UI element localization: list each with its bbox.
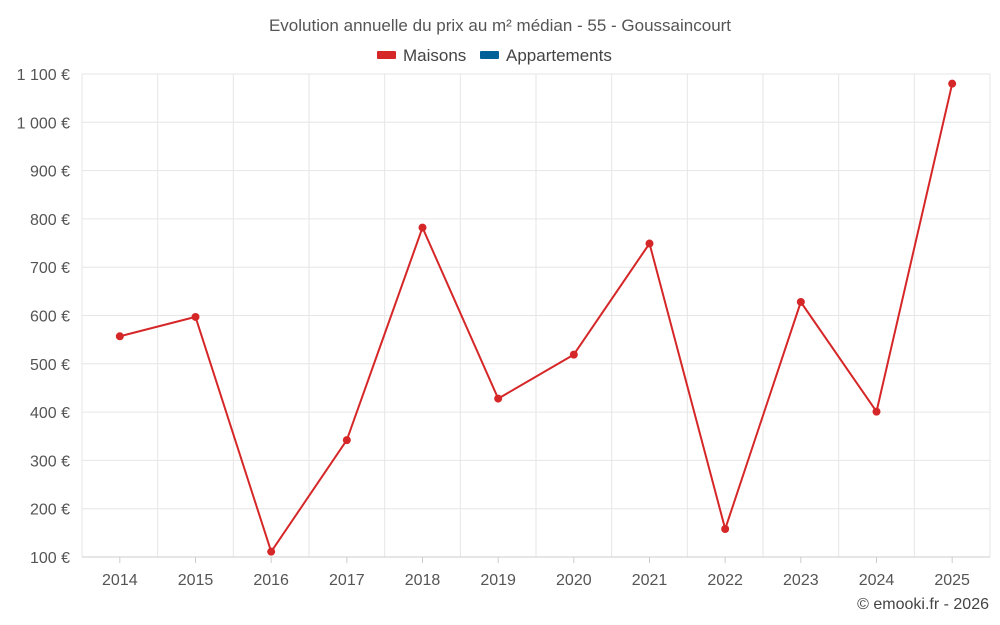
y-tick-label: 800 € (30, 212, 70, 229)
data-point-2014[interactable] (115, 332, 124, 341)
data-point-2017[interactable] (342, 436, 351, 445)
series-line-maisons (118, 82, 954, 553)
x-axis: 2014 2015 2016 2017 2018 2019 2020 2021 2022 2023… (82, 556, 990, 589)
y-tick-label: 1 100 € (17, 67, 70, 84)
copyright-footer: © emooki.fr - 2026 (857, 596, 989, 613)
legend-swatch-maisons (377, 51, 396, 59)
y-tick-label: 400 € (30, 405, 70, 422)
data-point-2021[interactable] (645, 239, 654, 248)
x-tick-label: 2014 (102, 572, 138, 589)
x-tick-label: 2025 (934, 572, 970, 589)
legend-label-maisons: Maisons (403, 46, 466, 65)
y-axis: 100 € 200 € 300 € 400 € 500 € 600 € 700 € 800 €… (17, 67, 70, 567)
y-tick-label: 700 € (30, 260, 70, 277)
data-point-2022[interactable] (721, 524, 730, 533)
legend: Maisons Appartements (377, 46, 612, 65)
x-tick-label: 2023 (783, 572, 819, 589)
x-tick-label: 2022 (707, 572, 743, 589)
y-tick-label: 900 € (30, 164, 70, 181)
x-tick-label: 2021 (632, 572, 668, 589)
legend-label-appartements: Appartements (506, 46, 612, 65)
data-point-2023[interactable] (796, 297, 805, 306)
x-tick-label: 2024 (859, 572, 895, 589)
legend-item-appartements[interactable]: Appartements (480, 46, 612, 65)
y-tick-label: 300 € (30, 453, 70, 470)
x-tick-label: 2017 (329, 572, 365, 589)
chart-grid (81, 73, 991, 558)
y-tick-label: 200 € (30, 502, 70, 519)
y-tick-label: 600 € (30, 309, 70, 326)
data-point-2025[interactable] (948, 79, 957, 88)
y-tick-label: 1 000 € (17, 115, 70, 132)
chart-title: Evolution annuelle du prix au m² médian … (269, 16, 731, 35)
y-tick-label: 500 € (30, 357, 70, 374)
data-point-2019[interactable] (494, 394, 503, 403)
data-point-2018[interactable] (418, 223, 427, 232)
y-tick-label: 100 € (30, 550, 70, 567)
x-tick-label: 2016 (253, 572, 289, 589)
x-tick-label: 2015 (178, 572, 214, 589)
data-point-2015[interactable] (191, 312, 200, 321)
x-tick-label: 2019 (480, 572, 516, 589)
series-layer (115, 79, 957, 556)
data-point-2016[interactable] (267, 547, 276, 556)
legend-item-maisons[interactable]: Maisons (377, 46, 466, 65)
x-tick-label: 2018 (405, 572, 441, 589)
data-point-2024[interactable] (872, 407, 881, 416)
x-tick-label: 2020 (556, 572, 592, 589)
data-point-2020[interactable] (569, 350, 578, 359)
legend-swatch-appartements (480, 51, 499, 59)
